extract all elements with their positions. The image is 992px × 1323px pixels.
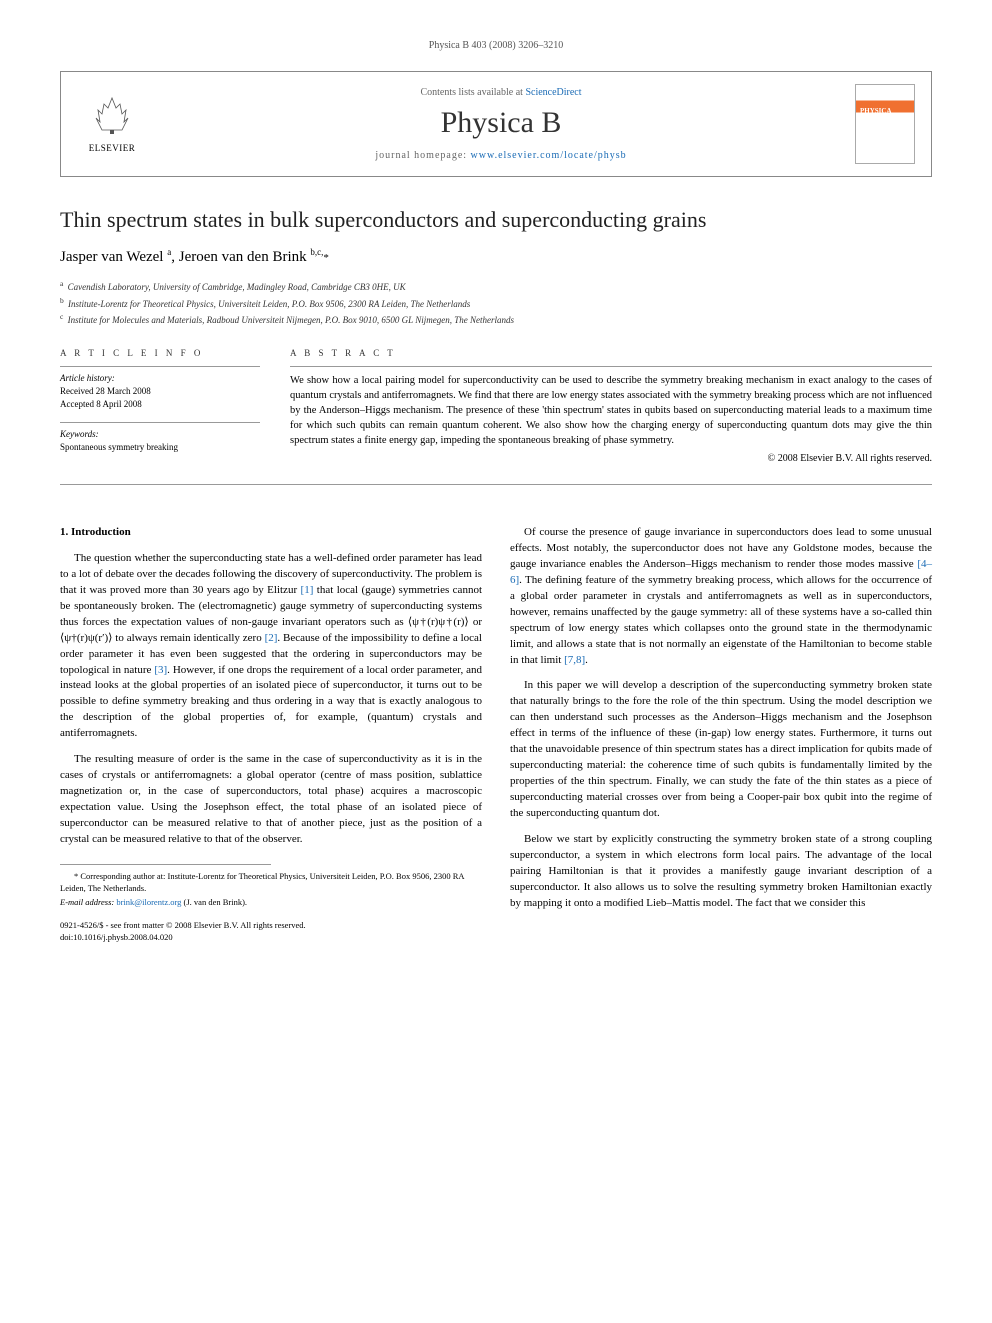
journal-cover-thumbnail [855, 84, 915, 164]
received-line: Received 28 March 2008 [60, 385, 260, 399]
homepage-link[interactable]: www.elsevier.com/locate/physb [471, 150, 627, 161]
accepted-line: Accepted 8 April 2008 [60, 398, 260, 412]
keywords-block: Keywords: Spontaneous symmetry breaking [60, 422, 260, 455]
corresponding-author: * Corresponding author at: Institute-Lor… [60, 871, 482, 895]
keywords-content: Spontaneous symmetry breaking [60, 441, 260, 455]
article-info-col: A R T I C L E I N F O Article history: R… [60, 348, 260, 465]
footer-line-1: 0921-4526/$ - see front matter © 2008 El… [60, 920, 482, 932]
right-para-3: Below we start by explicitly constructin… [510, 832, 932, 912]
footnote-separator [60, 864, 271, 865]
rp1-mid: . The defining feature of the symmetry b… [510, 574, 932, 666]
journal-reference: Physica B 403 (2008) 3206–3210 [60, 40, 932, 51]
intro-para-2: The resulting measure of order is the sa… [60, 752, 482, 848]
elsevier-logo: ELSEVIER [77, 96, 147, 153]
affiliation-line: a Cavendish Laboratory, University of Ca… [60, 278, 932, 295]
ref-3-link[interactable]: [3] [154, 664, 167, 676]
affiliations: a Cavendish Laboratory, University of Ca… [60, 278, 932, 328]
history-label: Article history: [60, 373, 260, 383]
rp1-pre: Of course the presence of gauge invarian… [510, 526, 932, 570]
sciencedirect-link[interactable]: ScienceDirect [525, 87, 581, 98]
contents-prefix: Contents lists available at [420, 87, 525, 98]
affiliation-line: c Institute for Molecules and Materials,… [60, 311, 932, 328]
journal-header-box: ELSEVIER Contents lists available at Sci… [60, 71, 932, 177]
footer-line-2: doi:10.1016/j.physb.2008.04.020 [60, 932, 482, 944]
email-post: (J. van den Brink). [181, 897, 247, 907]
right-para-2: In this paper we will develop a descript… [510, 678, 932, 821]
affiliation-line: b Institute-Lorentz for Theoretical Phys… [60, 295, 932, 312]
email-label: E-mail address: [60, 897, 116, 907]
abstract-col: A B S T R A C T We show how a local pair… [290, 348, 932, 465]
body-columns: 1. Introduction The question whether the… [60, 525, 932, 944]
abstract-text: We show how a local pairing model for su… [290, 366, 932, 449]
header-center: Contents lists available at ScienceDirec… [147, 87, 855, 161]
journal-title: Physica B [147, 106, 855, 140]
elsevier-tree-icon [77, 96, 147, 141]
right-para-1: Of course the presence of gauge invarian… [510, 525, 932, 668]
section-number: 1. [60, 526, 68, 538]
right-column: Of course the presence of gauge invarian… [510, 525, 932, 944]
info-abstract-row: A R T I C L E I N F O Article history: R… [60, 348, 932, 465]
footer-block: 0921-4526/$ - see front matter © 2008 El… [60, 920, 482, 944]
section-title: Introduction [71, 526, 131, 538]
homepage-line: journal homepage: www.elsevier.com/locat… [147, 150, 855, 161]
rp1-post: . [585, 654, 588, 666]
email-link[interactable]: brink@ilorentz.org [116, 897, 181, 907]
elsevier-label: ELSEVIER [77, 143, 147, 153]
intro-para-1: The question whether the superconducting… [60, 551, 482, 742]
abstract-copyright: © 2008 Elsevier B.V. All rights reserved… [290, 453, 932, 464]
authors-line: Jasper van Wezel a, Jeroen van den Brink… [60, 247, 932, 266]
ref-1-link[interactable]: [1] [301, 584, 314, 596]
article-title: Thin spectrum states in bulk superconduc… [60, 207, 932, 233]
homepage-prefix: journal homepage: [375, 150, 470, 161]
ref-7-8-link[interactable]: [7,8] [564, 654, 585, 666]
ref-2-link[interactable]: [2] [265, 632, 278, 644]
contents-available-line: Contents lists available at ScienceDirec… [147, 87, 855, 98]
article-info-heading: A R T I C L E I N F O [60, 348, 260, 358]
keywords-label: Keywords: [60, 429, 260, 439]
email-line: E-mail address: brink@ilorentz.org (J. v… [60, 897, 482, 909]
article-history-block: Article history: Received 28 March 2008 … [60, 366, 260, 412]
section-heading: 1. Introduction [60, 525, 482, 541]
abstract-heading: A B S T R A C T [290, 348, 932, 358]
footnote-block: * Corresponding author at: Institute-Lor… [60, 871, 482, 909]
left-column: 1. Introduction The question whether the… [60, 525, 482, 944]
divider-rule [60, 484, 932, 485]
